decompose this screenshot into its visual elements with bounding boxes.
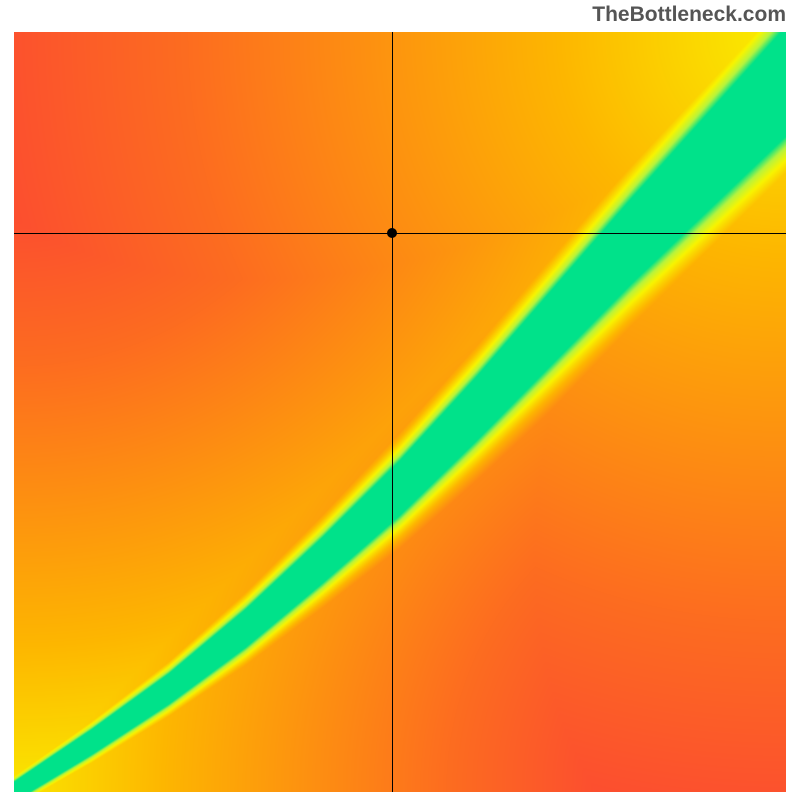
attribution-watermark: TheBottleneck.com	[592, 3, 786, 27]
crosshair-vertical-line	[392, 32, 393, 792]
bottleneck-heatmap	[14, 32, 786, 792]
crosshair-horizontal-line	[14, 233, 786, 234]
crosshair-marker	[387, 228, 397, 238]
